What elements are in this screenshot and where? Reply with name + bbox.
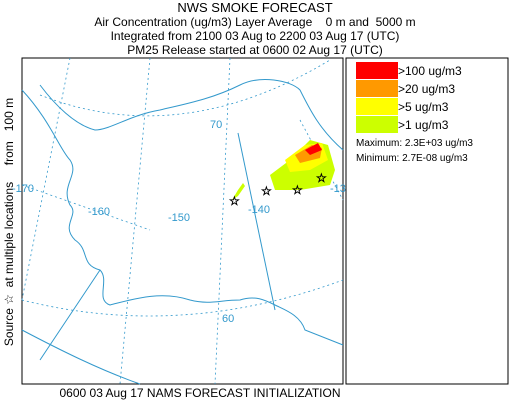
border	[237, 132, 276, 311]
title: NWS SMOKE FORECAST	[177, 0, 332, 15]
smoke-plume	[232, 140, 335, 200]
svg-text:☆: ☆	[316, 171, 327, 185]
svg-text:☆: ☆	[229, 194, 240, 208]
map-label: -170	[12, 183, 34, 195]
subtitle: PM25 Release started at 0600 02 Aug 17 (…	[127, 43, 382, 57]
legend-label: >5 ug/m3	[398, 100, 449, 114]
subtitle: Integrated from 2100 03 Aug to 2200 03 A…	[111, 29, 400, 43]
map-label: -140	[248, 204, 270, 216]
legend-swatch	[356, 98, 398, 115]
legend-label: >20 ug/m3	[398, 82, 455, 96]
map-label: -150	[168, 212, 190, 224]
map-label: 70	[210, 119, 222, 131]
source-markers: ☆ ☆ ☆ ☆	[229, 171, 327, 209]
map-label: 60	[222, 313, 234, 325]
svg-text:☆: ☆	[261, 184, 272, 198]
legend-label: >100 ug/m3	[398, 64, 462, 78]
coastline	[21, 79, 344, 385]
legend-label: >1 ug/m3	[398, 118, 449, 132]
legend-swatch	[356, 116, 398, 133]
subtitle: Air Concentration (ug/m3) Layer Average …	[94, 15, 415, 29]
svg-text:☆: ☆	[292, 183, 303, 197]
legend-swatch	[356, 80, 398, 97]
side-label: Source ☆ at multiple locations from 100 …	[2, 98, 16, 346]
legend-swatch	[356, 62, 398, 79]
footer: 0600 03 Aug 17 NAMS FORECAST INITIALIZAT…	[60, 386, 341, 400]
legend-minimum: Minimum: 2.7E-08 ug/m3	[356, 153, 468, 164]
legend-maximum: Maximum: 2.3E+03 ug/m3	[356, 138, 473, 149]
map-label: -160	[88, 206, 110, 218]
map-frame	[21, 57, 344, 385]
